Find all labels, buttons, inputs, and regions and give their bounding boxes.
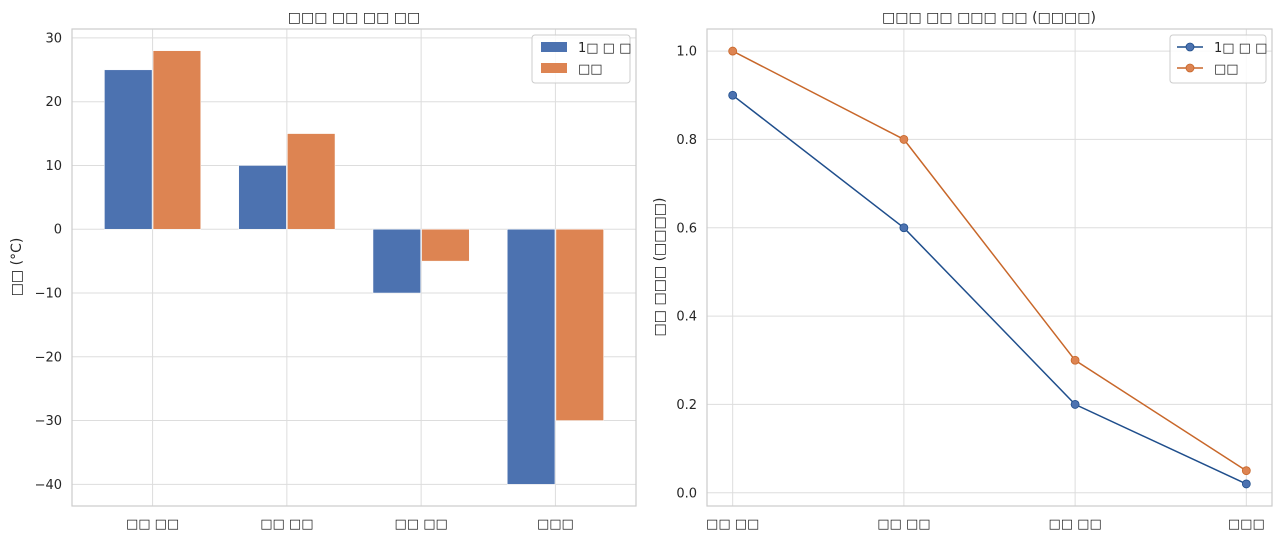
line-chart-point bbox=[1241, 466, 1251, 476]
line-chart-title: □□□ □□ □□□ □□ (□□□□) bbox=[882, 10, 1096, 26]
bar-chart-bar bbox=[372, 228, 421, 294]
line-chart-point bbox=[899, 223, 909, 233]
bar-chart-legend: 1□ □ □ □□ bbox=[531, 34, 631, 84]
bar-chart-x-ticks: □□ □□ □□ □□ □□ □□ □□□ bbox=[126, 517, 574, 532]
bar-chart-bar bbox=[507, 228, 556, 485]
line-chart-series-line bbox=[732, 94, 1247, 485]
line-chart-lines bbox=[728, 46, 1251, 489]
bar-chart-bar bbox=[287, 133, 336, 230]
line-chart-y-tick-label: 0.8 bbox=[676, 133, 697, 148]
bar-chart-y-tick-label: −10 bbox=[35, 287, 62, 302]
bar-chart-bar bbox=[152, 50, 201, 230]
bar-chart-x-tick-label: □□ □□ bbox=[260, 517, 313, 532]
line-chart-y-ticks: 0.0 0.2 0.4 0.6 0.8 1.0 bbox=[676, 45, 697, 502]
line-chart-x-tick-label: □□ □□ bbox=[1048, 517, 1101, 532]
line-chart-legend-marker-1 bbox=[1185, 63, 1195, 73]
line-chart-x-tick-label: □□ □□ bbox=[706, 517, 759, 532]
bar-chart-x-tick-label: □□ □□ bbox=[126, 517, 179, 532]
bar-chart-y-ticks: 30 20 10 0 −10 −20 −30 −40 bbox=[35, 31, 62, 492]
bar-chart-legend-swatch-0 bbox=[541, 42, 567, 52]
bar-chart-y-tick-label: 30 bbox=[45, 31, 62, 46]
line-chart-y-tick-label: 0.4 bbox=[676, 310, 697, 325]
line-chart-series-line bbox=[732, 50, 1247, 472]
line-chart-y-axis-label: □□ □□□ (□□□□) bbox=[652, 198, 668, 337]
line-chart-legend-label-0: 1□ □ □ bbox=[1214, 41, 1267, 56]
bar-chart-bar bbox=[421, 228, 470, 262]
bar-chart-y-tick-label: 10 bbox=[45, 159, 62, 174]
line-chart-point bbox=[728, 46, 738, 56]
line-chart-y-tick-label: 0.0 bbox=[676, 486, 697, 501]
line-chart-point bbox=[1241, 479, 1251, 489]
bar-chart-bar bbox=[104, 69, 153, 230]
line-chart-gridlines bbox=[707, 29, 1272, 506]
bar-chart-y-tick-label: 0 bbox=[54, 223, 62, 238]
bar-chart-x-tick-label: □□ □□ bbox=[395, 517, 448, 532]
bar-chart-y-tick-label: −20 bbox=[35, 350, 62, 365]
bar-chart-bar bbox=[238, 165, 287, 230]
line-chart-point bbox=[899, 135, 909, 144]
bar-chart-title: □□□ □□ □□ □□ bbox=[288, 10, 420, 26]
line-chart-point bbox=[1070, 355, 1080, 365]
line-chart-y-tick-label: 0.2 bbox=[676, 398, 697, 413]
line-chart-legend: 1□ □ □ □□ bbox=[1169, 34, 1267, 84]
bar-chart-legend-label-0: 1□ □ □ bbox=[578, 41, 631, 56]
line-chart-x-tick-label: □□□ bbox=[1228, 517, 1265, 532]
bar-chart-legend-label-1: □□ bbox=[578, 62, 603, 77]
bar-chart-x-tick-label: □□□ bbox=[537, 517, 574, 532]
line-chart-legend-marker-0 bbox=[1185, 42, 1195, 52]
line-chart-frame bbox=[706, 28, 1273, 507]
bar-chart-y-axis-label: □□ (°C) bbox=[9, 238, 25, 297]
bar-chart-frame bbox=[71, 28, 637, 507]
line-chart-y-tick-label: 0.6 bbox=[676, 221, 697, 236]
line-chart-x-tick-label: □□ □□ bbox=[877, 517, 930, 532]
bar-chart-bar bbox=[555, 228, 604, 421]
bar-chart-y-tick-label: −40 bbox=[35, 478, 62, 493]
line-chart-point bbox=[1070, 400, 1080, 409]
bar-chart-legend-swatch-1 bbox=[541, 63, 567, 73]
line-chart-x-ticks: □□ □□ □□ □□ □□ □□ □□□ bbox=[706, 517, 1265, 532]
bar-chart-y-tick-label: 20 bbox=[45, 95, 62, 110]
line-chart-legend-label-1: □□ bbox=[1214, 62, 1239, 77]
line-chart-point bbox=[728, 90, 738, 100]
bar-chart-bars bbox=[104, 50, 604, 485]
line-chart-y-tick-label: 1.0 bbox=[676, 45, 697, 60]
line-chart: 0.00.20.40.60.81.0 □□ □□ □□ □□ □□ □□ □□□ □□… bbox=[652, 10, 1273, 532]
bar-chart-y-tick-label: −30 bbox=[35, 414, 62, 429]
